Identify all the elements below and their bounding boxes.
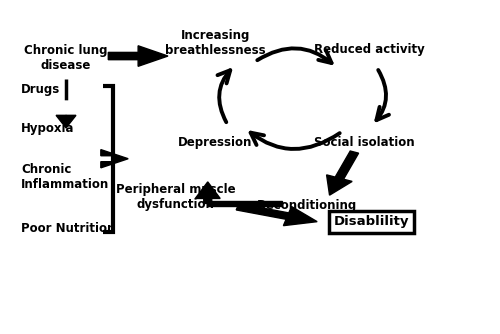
Text: Peripheral muscle
dysfunction: Peripheral muscle dysfunction bbox=[116, 183, 235, 211]
Text: Drugs: Drugs bbox=[22, 82, 60, 96]
Polygon shape bbox=[101, 150, 128, 168]
Polygon shape bbox=[208, 201, 282, 206]
Text: Depression: Depression bbox=[178, 136, 252, 149]
Text: Reduced activity: Reduced activity bbox=[314, 43, 424, 56]
Polygon shape bbox=[236, 203, 317, 226]
Polygon shape bbox=[56, 115, 76, 128]
Text: Deconditioning: Deconditioning bbox=[257, 199, 358, 212]
Polygon shape bbox=[326, 151, 358, 195]
Text: Hypoxia: Hypoxia bbox=[22, 122, 75, 135]
Text: Disablility: Disablility bbox=[334, 215, 409, 228]
Polygon shape bbox=[108, 46, 168, 66]
Text: Chronic
Inflammation: Chronic Inflammation bbox=[22, 163, 110, 191]
Polygon shape bbox=[196, 182, 220, 203]
Text: Increasing
breathlessness: Increasing breathlessness bbox=[165, 29, 266, 57]
Text: Poor Nutrition: Poor Nutrition bbox=[22, 222, 116, 235]
Text: Chronic lung
disease: Chronic lung disease bbox=[24, 44, 108, 72]
Text: Social isolation: Social isolation bbox=[314, 136, 414, 149]
